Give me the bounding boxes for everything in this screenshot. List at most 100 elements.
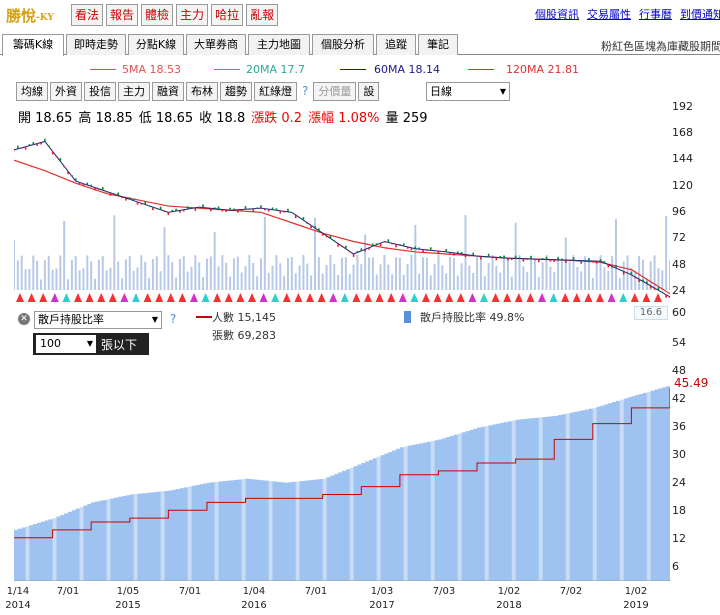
close-value: 18.8 bbox=[216, 111, 246, 126]
signal-triangle bbox=[282, 293, 291, 302]
margin-button[interactable]: 融資 bbox=[152, 82, 184, 101]
ratio-bar bbox=[619, 399, 625, 581]
volume-bar bbox=[217, 266, 220, 290]
stock-info-link[interactable]: 個股資訊 bbox=[535, 8, 579, 21]
ratio-bar bbox=[596, 406, 602, 581]
volume-bar bbox=[553, 271, 556, 290]
tab-realtime[interactable]: 即時走勢 bbox=[66, 34, 126, 55]
checkup-button[interactable]: 體檢 bbox=[141, 4, 174, 26]
tab-notes[interactable]: 筆記 bbox=[418, 34, 458, 55]
tab-stock-analysis[interactable]: 個股分析 bbox=[312, 34, 374, 55]
holder-ratio-chart[interactable] bbox=[14, 345, 670, 581]
stock-name-logo[interactable]: 勝悅-KY bbox=[6, 7, 54, 25]
ratio-bar bbox=[272, 481, 277, 581]
candle bbox=[298, 217, 301, 219]
trend-button[interactable]: 趨勢 bbox=[220, 82, 252, 101]
candle bbox=[260, 205, 262, 209]
traffic-light-button[interactable]: 紅綠燈 bbox=[254, 82, 297, 101]
ratio-bar bbox=[260, 480, 266, 581]
candle bbox=[132, 198, 135, 201]
candle bbox=[82, 183, 85, 186]
volume-bar bbox=[232, 258, 235, 290]
ratio-bar bbox=[183, 487, 189, 581]
ma60-swatch bbox=[340, 69, 366, 70]
candle bbox=[580, 260, 583, 264]
candle bbox=[449, 252, 451, 254]
indicator-select[interactable]: 散戶持股比率 ▼ bbox=[34, 311, 162, 329]
tab-chip-kline[interactable]: 籌碼K線 bbox=[2, 34, 64, 56]
price-alert-link[interactable]: 到價通知 bbox=[680, 8, 720, 21]
tab-main-force-map[interactable]: 主力地圖 bbox=[248, 34, 310, 55]
tab-branch-kline[interactable]: 分點K線 bbox=[128, 34, 184, 55]
ratio-bar bbox=[504, 422, 509, 581]
volume-bar bbox=[190, 266, 193, 290]
price-volume-button[interactable]: 分價量 bbox=[313, 82, 357, 101]
volume-bar bbox=[638, 256, 641, 290]
ma-button[interactable]: 均線 bbox=[16, 82, 48, 101]
volume-bar bbox=[665, 215, 668, 290]
candle bbox=[607, 264, 610, 268]
candle bbox=[364, 249, 366, 252]
volume-bar bbox=[229, 276, 232, 290]
treasury-note: 粉紅色區塊為庫藏股期間 bbox=[601, 40, 720, 53]
help-icon[interactable]: ? bbox=[170, 312, 177, 326]
signal-triangles bbox=[16, 293, 662, 302]
tab-big-broker[interactable]: 大單券商 bbox=[186, 34, 246, 55]
signal-triangle bbox=[445, 293, 454, 302]
volume-bar bbox=[213, 232, 216, 290]
ratio-bar bbox=[295, 481, 301, 581]
period-select[interactable]: 日線 ▼ bbox=[426, 82, 510, 101]
signal-triangle bbox=[213, 293, 222, 302]
signal-triangle bbox=[306, 293, 314, 302]
trade-attribute-link[interactable]: 交易屬性 bbox=[587, 8, 631, 21]
close-icon[interactable]: ✕ bbox=[18, 313, 30, 325]
volume-bar bbox=[530, 256, 533, 290]
candle bbox=[379, 243, 382, 247]
volume-bar bbox=[371, 257, 374, 290]
tab-track[interactable]: 追蹤 bbox=[376, 34, 416, 55]
main-force-button[interactable]: 主力 bbox=[176, 4, 209, 26]
chat-button[interactable]: 哈拉 bbox=[211, 4, 244, 26]
random-report-button[interactable]: 亂報 bbox=[246, 4, 279, 26]
volume-bar bbox=[526, 272, 529, 290]
help-icon[interactable]: ? bbox=[302, 84, 309, 98]
candle bbox=[109, 192, 112, 196]
signal-triangle bbox=[248, 293, 256, 302]
signal-triangle bbox=[491, 293, 500, 302]
candle bbox=[665, 294, 667, 298]
volume-bar bbox=[495, 265, 498, 290]
volume-bar bbox=[117, 261, 120, 290]
ratio-bar bbox=[538, 417, 544, 581]
volume-bar bbox=[422, 257, 425, 290]
ratio-bar bbox=[550, 416, 555, 581]
volume-bar bbox=[402, 274, 405, 290]
ratio-bar bbox=[95, 501, 100, 581]
candle bbox=[657, 287, 660, 291]
lot-select[interactable]: 100 ▼ bbox=[36, 335, 96, 353]
xtick: 1/02 2018 bbox=[496, 586, 522, 611]
foreign-button[interactable]: 外資 bbox=[50, 82, 82, 101]
volume-bar bbox=[418, 273, 421, 290]
candle bbox=[206, 207, 208, 209]
volume-bar bbox=[614, 219, 617, 290]
ratio-bar bbox=[149, 492, 154, 581]
ratio-bar bbox=[546, 416, 551, 581]
settings-button[interactable]: 設 bbox=[358, 82, 380, 101]
candle bbox=[418, 247, 420, 250]
candle bbox=[402, 243, 405, 247]
view-button[interactable]: 看法 bbox=[71, 4, 104, 26]
ratio-bar bbox=[145, 492, 150, 581]
ratio-bar bbox=[287, 482, 293, 581]
volume-bar bbox=[182, 256, 185, 290]
price-chart[interactable] bbox=[14, 104, 670, 304]
open-value: 18.65 bbox=[35, 111, 73, 126]
report-button[interactable]: 報告 bbox=[106, 4, 139, 26]
signal-triangle bbox=[74, 293, 82, 302]
main-button[interactable]: 主力 bbox=[118, 82, 150, 101]
bollinger-button[interactable]: 布林 bbox=[186, 82, 218, 101]
volume-bar bbox=[306, 263, 309, 290]
ratio-bar bbox=[71, 510, 77, 581]
calendar-link[interactable]: 行事曆 bbox=[639, 8, 672, 21]
ratio-bar bbox=[330, 475, 335, 581]
trust-button[interactable]: 投信 bbox=[84, 82, 116, 101]
